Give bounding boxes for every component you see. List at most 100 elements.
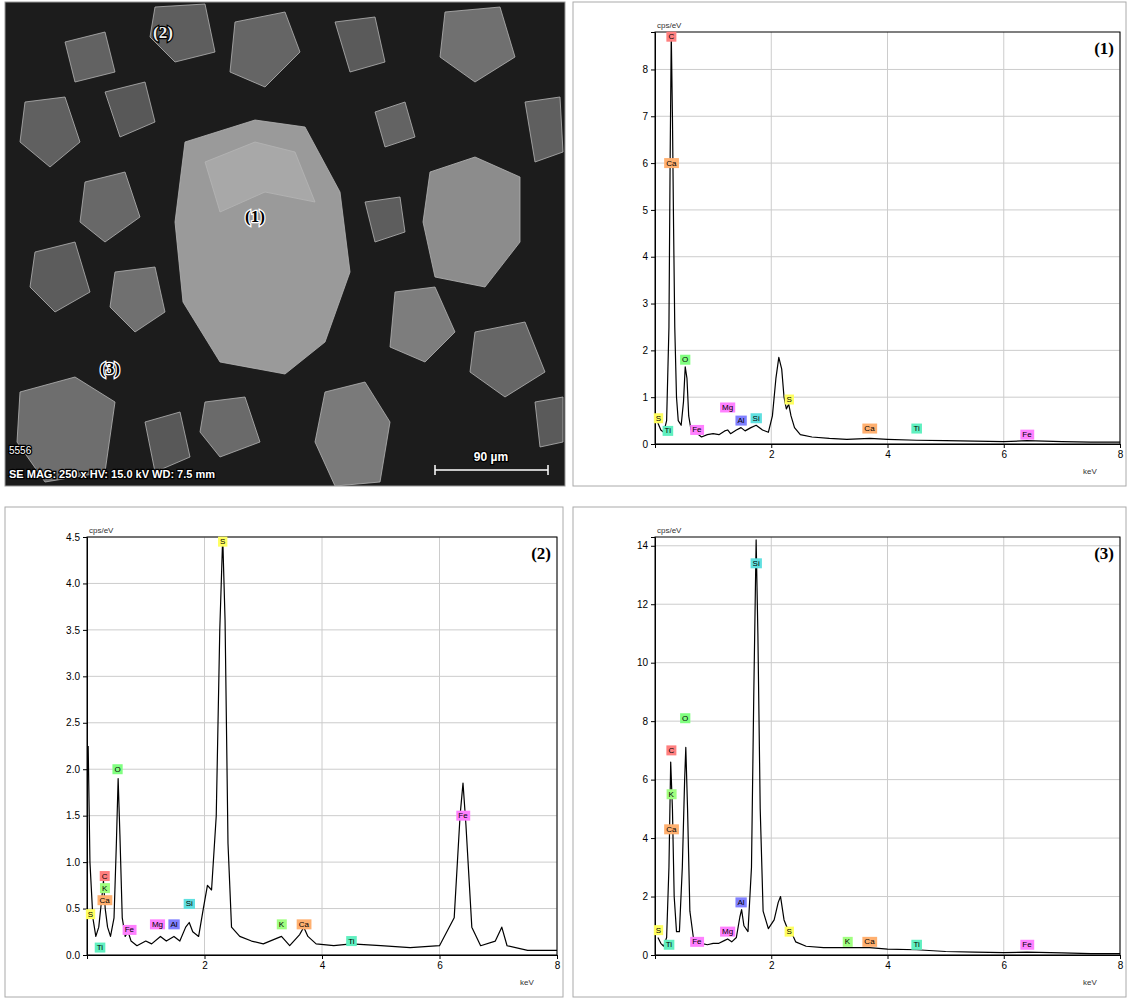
y-tick: 4.0 bbox=[66, 578, 87, 589]
particle bbox=[110, 267, 165, 332]
grid-line-y bbox=[87, 583, 557, 584]
peak-label-box bbox=[666, 745, 676, 755]
peak-labels: CCaOSTiFeMgAlSiSCaTiFe bbox=[654, 32, 1034, 440]
x-tick-label: 8 bbox=[555, 960, 561, 971]
x-tick-mark bbox=[1120, 444, 1121, 448]
x-tick-mark bbox=[1004, 444, 1005, 448]
y-tick-label: 0.0 bbox=[66, 950, 80, 961]
peak-label-text: Ca bbox=[666, 159, 677, 168]
peak-label: K bbox=[277, 919, 287, 929]
x-axis-title: keV bbox=[520, 978, 534, 987]
x-tick-label: 4 bbox=[320, 960, 326, 971]
peak-label-text: Fe bbox=[1022, 430, 1032, 439]
peak-label-text: Si bbox=[753, 414, 760, 423]
y-axis-title: cps/eV bbox=[657, 21, 682, 30]
peak-label-box bbox=[663, 426, 674, 436]
y-tick-label: 2.5 bbox=[66, 717, 80, 728]
peak-label-box bbox=[667, 789, 677, 799]
peak-label-text: S bbox=[220, 537, 225, 546]
peak-label-box bbox=[690, 937, 704, 947]
sem-panel: (1)(2)(3)5556SE MAG: 250 x HV: 15.0 kV W… bbox=[5, 2, 565, 486]
y-tick: 3.5 bbox=[66, 625, 87, 636]
peak-label-text: S bbox=[787, 927, 792, 936]
particle bbox=[65, 32, 115, 82]
data-group bbox=[658, 540, 1120, 954]
scale-bar bbox=[435, 469, 548, 471]
x-tick-label: 2 bbox=[769, 449, 775, 460]
grid bbox=[87, 537, 557, 955]
grid-line-y bbox=[87, 908, 557, 909]
y-tick-mark bbox=[651, 397, 655, 398]
particle bbox=[80, 172, 140, 242]
sem-marker: (2) bbox=[153, 23, 173, 42]
peak-label: O bbox=[680, 355, 690, 365]
peak-label-text: Mg bbox=[722, 927, 733, 936]
panel-border bbox=[573, 2, 1126, 486]
y-tick-mark bbox=[651, 721, 655, 722]
grid-line-y bbox=[655, 896, 1120, 897]
scale-bar-label: 90 µm bbox=[474, 450, 508, 464]
y-tick: 2.0 bbox=[66, 764, 87, 775]
peak-label-text: Fe bbox=[125, 925, 135, 934]
y-tick-label: 14 bbox=[637, 540, 649, 551]
grid-line-y bbox=[87, 676, 557, 677]
x-tick-label: 4 bbox=[885, 960, 891, 971]
particle bbox=[315, 382, 390, 486]
y-tick-mark bbox=[651, 444, 655, 445]
peak-label-text: C bbox=[102, 872, 108, 881]
y-tick-mark bbox=[651, 897, 655, 898]
peak-label-text: Fe bbox=[458, 811, 468, 820]
y-tick-mark bbox=[83, 816, 87, 817]
peak-label: S bbox=[785, 395, 794, 405]
peak-labels: SiOCKCaAlMgSTiFeSKCaTiFe bbox=[654, 558, 1034, 949]
sem-marker: (3) bbox=[100, 359, 120, 378]
y-tick: 2 bbox=[642, 345, 655, 356]
particle bbox=[440, 7, 515, 82]
y-tick: 3 bbox=[642, 298, 655, 309]
y-tick: 1 bbox=[642, 392, 655, 403]
y-tick: 6 bbox=[642, 774, 655, 785]
peak-label: K bbox=[100, 883, 110, 893]
x-axis-title: keV bbox=[1083, 978, 1097, 987]
peak-label: S bbox=[218, 537, 227, 547]
y-tick: 4 bbox=[642, 251, 655, 262]
x-axis-line bbox=[88, 956, 558, 960]
peak-label: Al bbox=[735, 416, 746, 426]
spectrum-line bbox=[658, 540, 1120, 954]
peak-label-box bbox=[297, 919, 312, 929]
y-tick: 8 bbox=[642, 64, 655, 75]
y-tick-label: 1.5 bbox=[66, 810, 80, 821]
peak-label-text: Ti bbox=[665, 426, 672, 435]
peak-label-box bbox=[843, 937, 853, 947]
y-tick: 4.5 bbox=[66, 532, 87, 543]
x-tick: 8 bbox=[1118, 955, 1124, 971]
particle bbox=[150, 4, 215, 62]
grid-line-y bbox=[655, 662, 1120, 663]
y-tick-label: 5 bbox=[642, 205, 648, 216]
x-tick-label: 6 bbox=[437, 960, 443, 971]
peak-label-box bbox=[680, 355, 690, 365]
x-axis-title: keV bbox=[1083, 467, 1097, 476]
y-tick-label: 4.5 bbox=[66, 532, 80, 543]
y-axis-line bbox=[651, 538, 656, 956]
y-tick-mark bbox=[651, 69, 655, 70]
grid-line-x bbox=[322, 537, 323, 955]
y-tick-label: 4 bbox=[642, 833, 648, 844]
sem-background bbox=[5, 2, 565, 486]
peak-label: Fe bbox=[123, 925, 137, 935]
peak-label-box bbox=[751, 558, 762, 568]
grid-line-x bbox=[1003, 537, 1004, 955]
peak-label: Ti bbox=[346, 936, 357, 946]
grid-line-x bbox=[771, 32, 772, 444]
peak-label-box bbox=[785, 395, 794, 405]
particle bbox=[17, 377, 115, 482]
peak-label-text: S bbox=[656, 414, 661, 423]
peak-label-text: Al bbox=[737, 898, 744, 907]
sem-marker: (1) bbox=[245, 207, 265, 226]
grid-line-y bbox=[87, 862, 557, 863]
y-tick: 8 bbox=[642, 716, 655, 727]
x-tick: 4 bbox=[885, 444, 891, 460]
grid-line-y bbox=[87, 815, 557, 816]
grid-line-y bbox=[655, 779, 1120, 780]
y-tick-mark bbox=[651, 780, 655, 781]
